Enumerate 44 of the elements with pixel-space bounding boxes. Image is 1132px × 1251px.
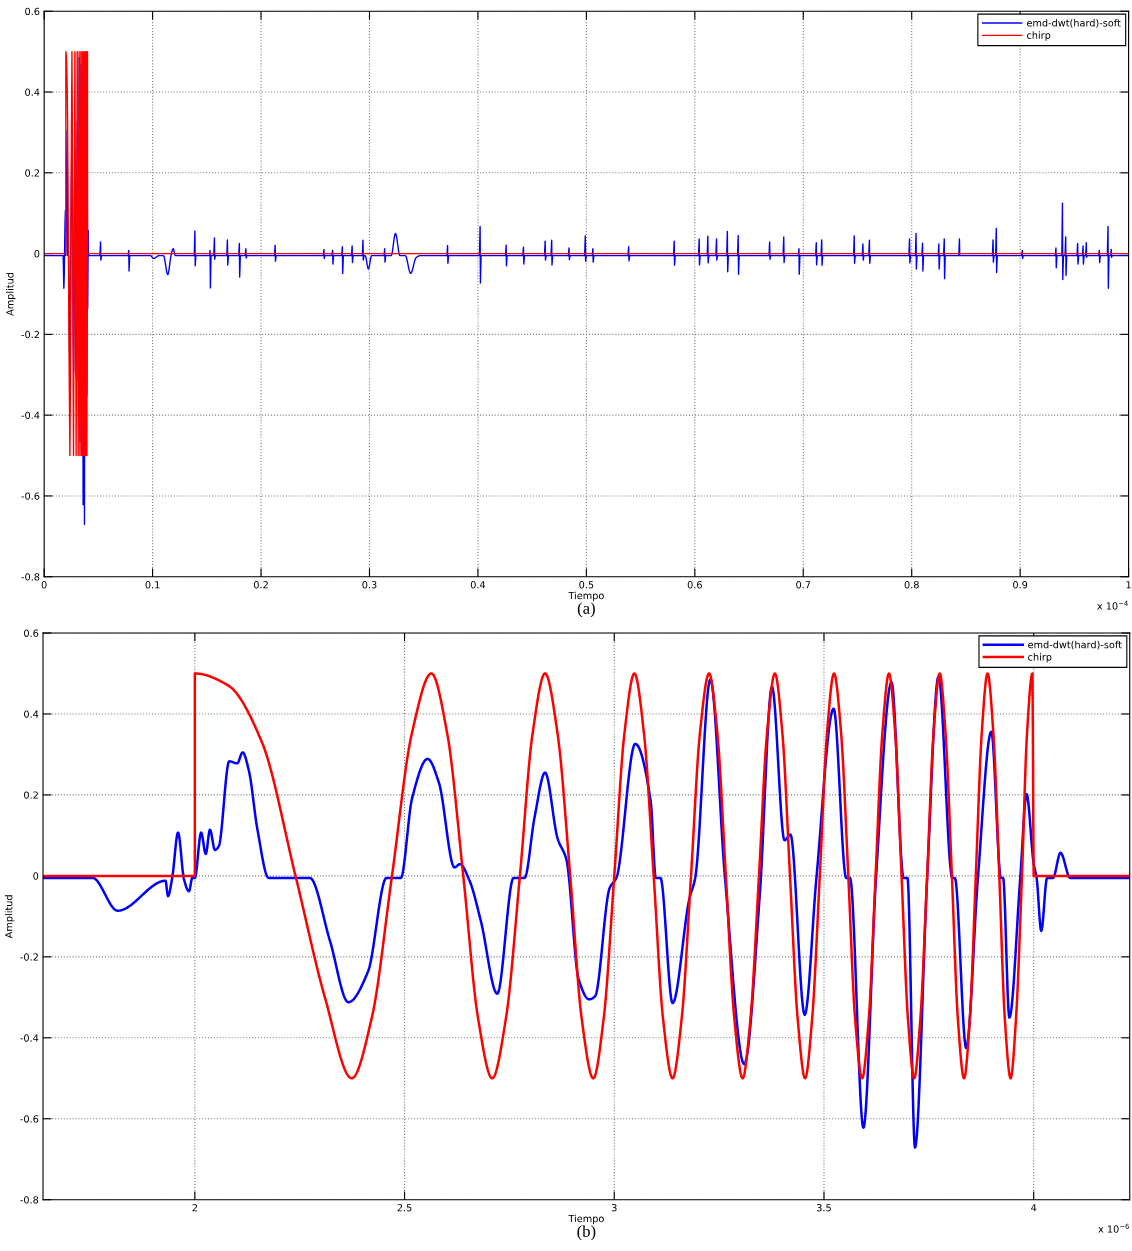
text: (a) <box>577 602 595 618</box>
x-tick-label: 0.1 <box>145 581 160 589</box>
y-axis-title: Amplitud <box>4 895 15 939</box>
x-tick-label: 0.9 <box>1013 581 1028 589</box>
x-axis-title: Tiempo <box>568 591 604 602</box>
y-tick-label: 0.6 <box>25 7 40 16</box>
x-tick-label: 0.3 <box>362 581 377 589</box>
y-tick-label: -0.6 <box>21 492 40 500</box>
x-tick-label: 1 <box>1126 581 1131 589</box>
x-tick-label: 0.5 <box>579 581 594 589</box>
x-tick-label: 3 <box>611 1204 617 1212</box>
y-tick-label: 0.2 <box>24 791 38 799</box>
y-tick-label: 0.4 <box>24 710 39 718</box>
x-tick-label: 0 <box>41 581 47 589</box>
y-tick-label: 0.4 <box>25 88 40 96</box>
x-tick-label: 3.5 <box>816 1204 831 1212</box>
x-tick-label: 2.5 <box>397 1204 412 1212</box>
y-tick-label: -0.4 <box>20 1034 39 1042</box>
legend-label: emd-dwt(hard)-soft <box>1027 19 1121 28</box>
x-axis-title: Tiempo <box>568 1214 604 1225</box>
text: x 10$^{−4}$ <box>1097 600 1128 610</box>
legend-label: chirp <box>1028 653 1052 663</box>
y-tick-label: -0.8 <box>21 573 40 581</box>
x-tick-label: 4 <box>1031 1204 1037 1212</box>
x-tick-label: 0.2 <box>253 581 268 589</box>
legend-label: chirp <box>1027 31 1051 41</box>
y-tick-label: -0.4 <box>21 411 40 419</box>
text: x 10$^{−6}$ <box>1098 1223 1129 1233</box>
text: (b) <box>577 1225 596 1241</box>
y-tick-label: 0 <box>33 872 39 880</box>
x-tick-label: 0.8 <box>904 581 919 589</box>
y-tick-label: -0.2 <box>21 330 40 339</box>
x-tick-label: 0.7 <box>796 581 811 589</box>
x-tick-label: 0.4 <box>470 581 486 589</box>
x-tick-label: 0.6 <box>687 581 702 589</box>
y-tick-label: -0.2 <box>20 953 38 961</box>
y-tick-label: -0.6 <box>20 1115 39 1123</box>
y-axis-title: Amplitud <box>6 272 16 316</box>
legend-label: emd-dwt(hard)-soft <box>1028 640 1122 650</box>
x-tick-label: 2 <box>192 1204 197 1212</box>
y-tick-label: 0 <box>34 250 40 258</box>
y-tick-label: -0.8 <box>20 1196 39 1204</box>
y-tick-label: 0.6 <box>24 629 39 637</box>
y-tick-label: 0.2 <box>25 169 40 177</box>
